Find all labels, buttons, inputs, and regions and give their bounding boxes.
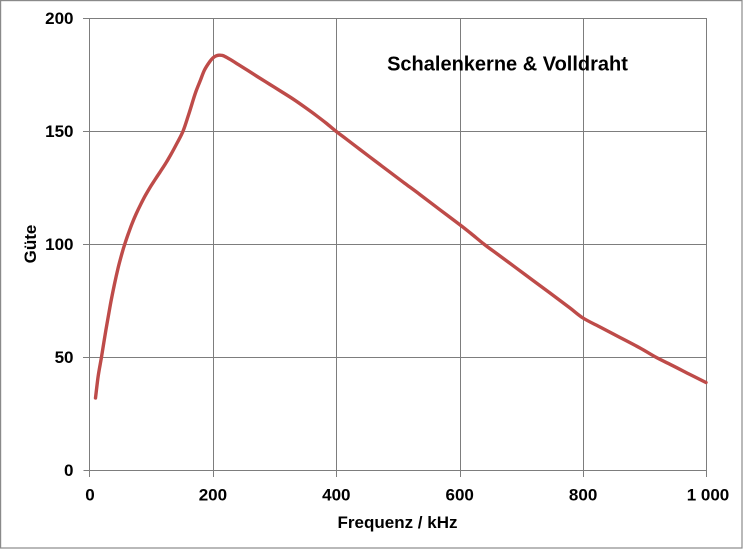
svg-text:400: 400 xyxy=(322,485,350,504)
svg-text:200: 200 xyxy=(45,9,73,28)
svg-text:200: 200 xyxy=(199,485,227,504)
svg-text:Güte: Güte xyxy=(21,225,40,264)
svg-text:0: 0 xyxy=(85,485,94,504)
svg-text:50: 50 xyxy=(55,348,74,367)
svg-text:0: 0 xyxy=(64,461,73,480)
svg-text:1 000: 1 000 xyxy=(687,485,730,504)
svg-text:800: 800 xyxy=(569,485,597,504)
svg-text:600: 600 xyxy=(446,485,474,504)
svg-text:150: 150 xyxy=(45,122,73,141)
svg-text:100: 100 xyxy=(45,235,73,254)
svg-text:Schalenkerne & Volldraht: Schalenkerne & Volldraht xyxy=(387,54,628,76)
svg-text:Frequenz / kHz: Frequenz / kHz xyxy=(338,513,458,532)
